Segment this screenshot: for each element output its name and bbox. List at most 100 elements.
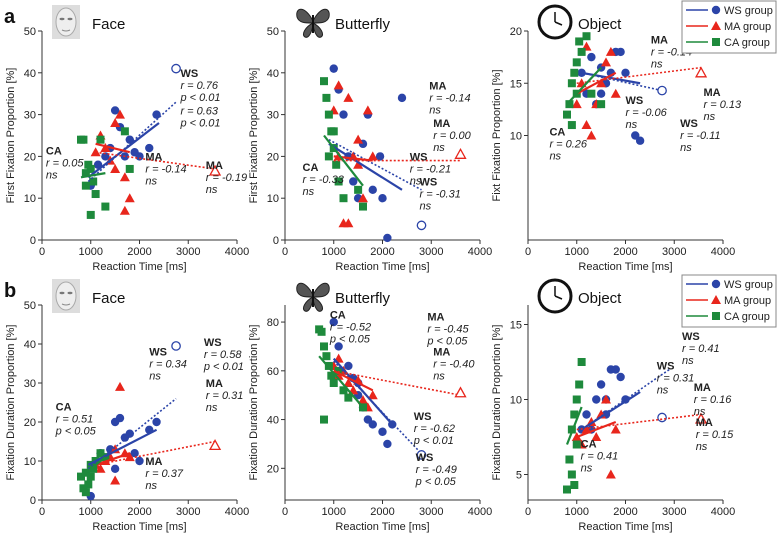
point [86,210,95,219]
icon-hand [554,295,563,300]
annotation-title: WS [416,452,434,464]
y-tick-label: 10 [510,395,522,407]
point [95,463,106,473]
annotation-line: ns [206,184,218,196]
y-tick-label: 80 [267,317,279,329]
point [135,456,144,466]
point [581,120,592,130]
point [320,342,328,351]
annotation-line: r = -0.11 [680,130,720,142]
annotation-title: CA [549,127,565,139]
point [575,37,584,46]
x-axis-label: Reaction Time [ms] [92,261,186,273]
x-tick-label: 0 [525,246,531,258]
point [572,58,581,67]
annotation-line: r = -0.21 [410,164,451,176]
fit-line [80,456,107,478]
point [621,68,630,78]
annotation-line: r = 0.26 [549,139,587,151]
annotation-title: CA [581,438,597,450]
point [383,233,392,243]
point [81,181,90,190]
outlier-point [694,412,708,424]
annotation-line: r = 0.34 [149,359,187,371]
annotation-line: ns [145,480,157,492]
annotation-line: ns [657,384,669,396]
legend-label: MA group [724,295,771,307]
y-tick-label: 10 [267,193,279,205]
outlier-point [657,412,667,423]
annotation-line: ns [46,169,58,181]
x-tick-label: 2000 [370,246,394,258]
point [110,117,121,127]
point [81,488,90,497]
annotation-line: r = 0.41 [682,343,720,355]
annotation-title: MA [427,312,444,324]
y-tick-label: 60 [267,366,279,378]
icon [296,8,330,38]
panel-title: Butterfly [335,16,391,33]
point [572,440,581,449]
point [90,147,101,157]
point [367,151,378,161]
point [610,424,621,434]
y-tick-label: 30 [24,110,36,122]
point [324,110,333,119]
outlier-point [416,450,427,460]
fit-line-all [333,370,461,396]
annotation-line: p < 0.05 [329,334,371,346]
panel-title: Butterfly [335,290,391,307]
fit-line-all [95,151,216,170]
y-axis-label: Fixt Fixation Proportion [%] [491,69,503,201]
annotation-line: ns [433,371,445,383]
annotation-line: r = 0.16 [694,394,732,406]
x-axis-label: Reaction Time [ms] [335,261,429,273]
outlier-point [454,147,467,159]
legend-label: CA group [724,37,770,49]
point [601,394,611,404]
annotation-line: ns [680,142,692,154]
annotation-line: ns [410,176,422,188]
annotation-title: MA [145,456,162,468]
legend-marker [711,279,721,289]
outlier-point [657,85,667,96]
point [358,395,368,405]
legend-marker [711,295,721,304]
x-tick-label: 3000 [662,506,686,518]
x-tick-label: 1000 [565,506,589,518]
point [79,135,88,144]
fit-line [566,66,602,105]
icon [296,282,330,312]
point [320,77,328,86]
panel-title: Face [92,290,125,307]
point [378,427,387,436]
annotation-line: r = 0.63 [180,106,218,118]
point [354,185,363,194]
annotation-line: r = -0.14 [145,164,186,176]
panel-title: Object [578,16,622,33]
annotation-line: ns [549,151,561,163]
annotation-line: p < 0.05 [426,336,468,348]
point [329,379,338,387]
annotation-line: ns [651,59,663,71]
x-tick-label: 1000 [565,246,589,258]
x-tick-label: 0 [39,246,45,258]
point [119,172,130,182]
point [333,80,344,90]
point [344,361,353,371]
point [130,449,139,458]
point [375,152,385,161]
y-tick-label: 50 [24,300,36,312]
y-axis-label: First Fixation Proportion [%] [5,68,17,204]
annotation-title: MA [145,152,162,164]
annotation-title: CA [330,310,346,322]
icon-eye [59,17,65,21]
annotation-line: ns [694,406,706,418]
point [339,110,348,119]
annotation-line: r = -0.45 [427,324,469,336]
y-tick-label: 40 [24,68,36,80]
annotation-line: r = -0.33 [303,174,345,186]
fit-line [333,369,374,392]
point [570,68,579,77]
point [339,386,348,395]
